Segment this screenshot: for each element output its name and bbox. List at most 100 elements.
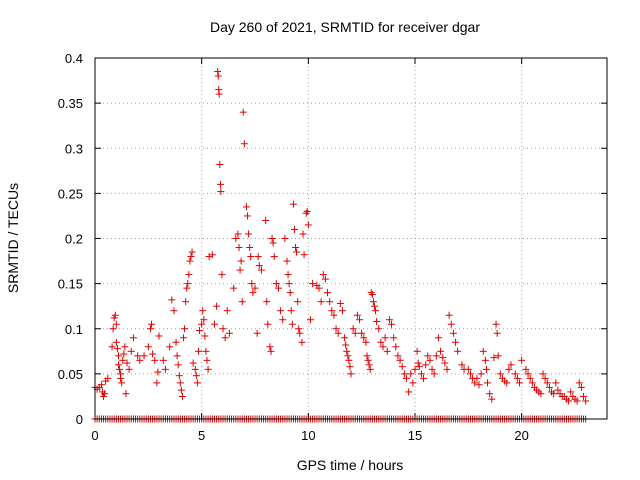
- data-point: [368, 290, 376, 298]
- data-point: [174, 361, 182, 369]
- data-point: [383, 347, 391, 355]
- data-point: [217, 188, 225, 196]
- data-point: [216, 180, 224, 188]
- data-point: [388, 320, 396, 328]
- data-point: [223, 307, 231, 315]
- data-point: [108, 343, 116, 351]
- data-point: [172, 338, 180, 346]
- data-point: [125, 365, 133, 373]
- data-point: [537, 390, 545, 398]
- data-point: [202, 347, 210, 355]
- data-point: [344, 352, 352, 360]
- data-point: [353, 311, 361, 319]
- data-point: [336, 299, 344, 307]
- data-point: [295, 325, 303, 333]
- data-point: [349, 325, 357, 333]
- data-point: [345, 356, 353, 364]
- data-point: [266, 343, 274, 351]
- data-point: [235, 244, 243, 252]
- data-point: [214, 68, 222, 76]
- data-point: [326, 298, 334, 306]
- data-point: [225, 329, 233, 337]
- data-point: [454, 347, 462, 355]
- data-point: [338, 307, 346, 315]
- data-point: [288, 320, 296, 328]
- data-point: [192, 372, 200, 380]
- data-point: [486, 390, 494, 398]
- data-point: [541, 374, 549, 382]
- data-point: [191, 365, 199, 373]
- chart-title: Day 260 of 2021, SRMTID for receiver dga…: [210, 19, 480, 35]
- data-point: [182, 298, 190, 306]
- data-point: [342, 341, 350, 349]
- y-tick-label: 0.35: [58, 96, 83, 111]
- y-tick-label: 0.2: [65, 232, 83, 247]
- data-point: [181, 325, 189, 333]
- data-point: [285, 280, 293, 288]
- data-point: [390, 334, 398, 342]
- data-point: [251, 284, 259, 292]
- data-point: [422, 361, 430, 369]
- data-point: [341, 334, 349, 342]
- data-point: [304, 221, 312, 229]
- data-point: [114, 352, 122, 360]
- data-point: [302, 209, 310, 217]
- data-point: [466, 370, 474, 378]
- data-point: [360, 334, 368, 342]
- data-point: [140, 352, 148, 360]
- data-point: [216, 160, 224, 168]
- data-point: [270, 253, 278, 261]
- data-point: [426, 356, 434, 364]
- data-point: [136, 356, 144, 364]
- y-tick-label: 0.25: [58, 186, 83, 201]
- data-point: [292, 244, 300, 252]
- data-point: [193, 379, 201, 387]
- data-point: [430, 370, 438, 378]
- data-point: [264, 320, 272, 328]
- data-point: [254, 253, 262, 261]
- x-tick-label: 0: [91, 428, 98, 443]
- data-point: [244, 212, 252, 220]
- data-point: [123, 359, 131, 367]
- data-point: [351, 329, 359, 337]
- data-point: [394, 352, 402, 360]
- data-point: [372, 307, 380, 315]
- data-point: [516, 379, 524, 387]
- data-point: [573, 397, 581, 405]
- data-point: [330, 311, 338, 319]
- data-point: [184, 280, 192, 288]
- data-point: [134, 352, 142, 360]
- data-point: [405, 388, 413, 396]
- data-point: [511, 370, 519, 378]
- data-point: [199, 307, 207, 315]
- data-point: [473, 374, 481, 382]
- data-point: [114, 361, 122, 369]
- data-point: [119, 356, 127, 364]
- data-point: [484, 379, 492, 387]
- data-point: [263, 298, 271, 306]
- data-point: [214, 72, 222, 80]
- data-point: [122, 390, 130, 398]
- data-point: [458, 361, 466, 369]
- data-point: [420, 374, 428, 382]
- data-point: [180, 334, 188, 342]
- data-point: [97, 381, 105, 389]
- data-point: [185, 271, 193, 279]
- data-point: [567, 388, 575, 396]
- data-point: [176, 379, 184, 387]
- data-point: [513, 374, 521, 382]
- data-point: [367, 289, 375, 297]
- data-point: [493, 329, 501, 337]
- data-point: [104, 374, 112, 382]
- data-point: [400, 370, 408, 378]
- data-point: [464, 365, 472, 373]
- data-point: [347, 370, 355, 378]
- data-point: [303, 207, 311, 215]
- grid-lines: [95, 58, 607, 419]
- data-point: [277, 307, 285, 315]
- data-point: [413, 347, 421, 355]
- data-point: [153, 379, 161, 387]
- data-point: [283, 257, 291, 265]
- data-point: [407, 370, 415, 378]
